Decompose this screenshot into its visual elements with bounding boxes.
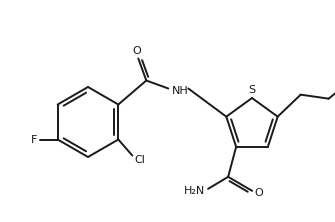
Text: H₂N: H₂N bbox=[184, 186, 205, 196]
Text: O: O bbox=[132, 46, 141, 56]
Text: S: S bbox=[249, 85, 256, 95]
Text: F: F bbox=[30, 135, 37, 145]
Text: Cl: Cl bbox=[135, 155, 146, 165]
Text: NH: NH bbox=[172, 85, 189, 95]
Text: O: O bbox=[255, 188, 264, 198]
